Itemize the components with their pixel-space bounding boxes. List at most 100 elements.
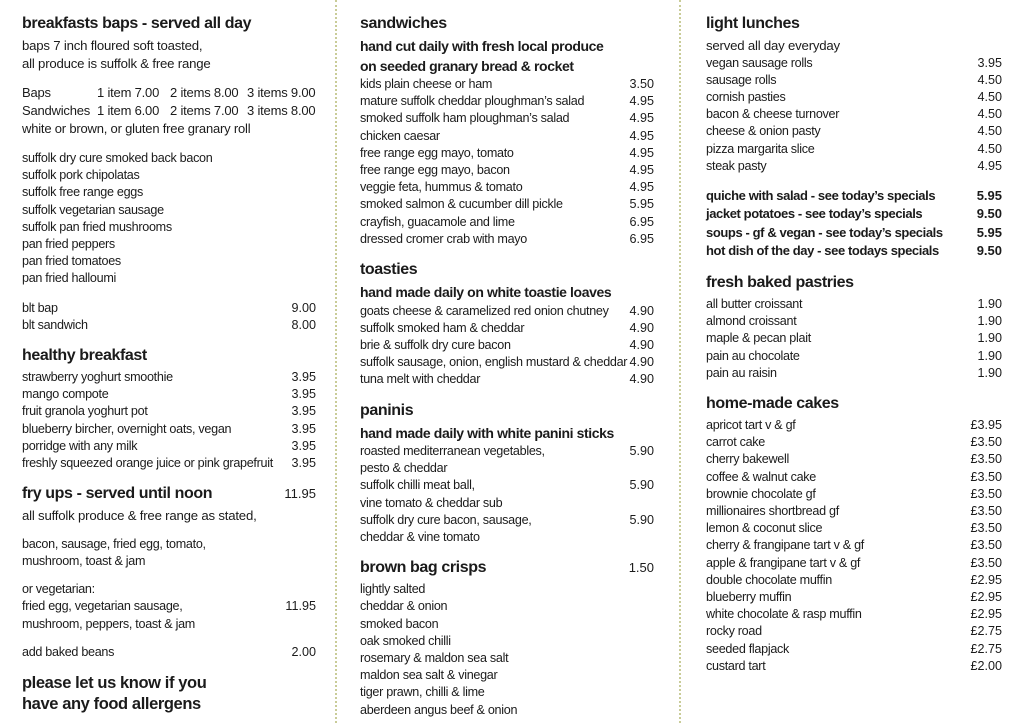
section-heading: fresh baked pastries (706, 273, 1002, 293)
item-name: soups - gf & vegan - see today’s special… (706, 224, 943, 240)
menu-item: cherry & frangipane tart v & gf £3.50 (706, 537, 1002, 554)
menu-item: kids plain cheese or ham 3.50 (360, 76, 654, 93)
section-title: paninis (360, 401, 414, 419)
item-name: coffee & walnut cake (706, 469, 816, 484)
item-name: all butter croissant (706, 296, 803, 311)
item-name: fried egg, vegetarian sausage, (22, 599, 183, 614)
menu-item: strawberry yoghurt smoothie 3.95 (22, 369, 316, 386)
item-name: mature suffolk cheddar ploughman’s salad (360, 94, 585, 109)
item-price: 5.90 (629, 512, 654, 527)
section-title-price: 11.95 (284, 486, 316, 502)
section-heading: sandwiches (360, 14, 654, 34)
menu-item: smoked suffolk ham ploughman’s salad 4.95 (360, 110, 654, 127)
menu-item: carrot cake £3.50 (706, 434, 1002, 451)
menu-item: cheese & onion pasty 4.50 (706, 123, 1002, 140)
item-name: apple & frangipane tart v & gf (706, 555, 861, 570)
item-name: rosemary & maldon sea salt (360, 651, 509, 666)
section-subtitle: on seeded granary bread & rocket (360, 57, 574, 74)
item-name: blueberry muffin (706, 589, 792, 604)
allergen-note-line: please let us know if you (22, 673, 207, 692)
item-name: suffolk smoked ham & cheddar (360, 320, 525, 335)
menu-item: freshly squeezed orange juice or pink gr… (22, 455, 316, 472)
item-name: pesto & cheddar (360, 461, 448, 476)
menu-section: brown bag crisps 1.50 lightly salted chedda… (360, 558, 654, 719)
menu-item: suffolk dry cure bacon, sausage, 5.90 (360, 512, 654, 529)
section-title: healthy breakfast (22, 347, 147, 365)
item-price: 5.95 (976, 224, 1002, 240)
menu-item: blt sandwich 8.00 (22, 317, 316, 334)
section-title: breakfasts baps - served all day (22, 15, 252, 32)
item-price: 1.90 (977, 296, 1002, 311)
item-price: £3.95 (970, 417, 1002, 432)
item-price: 5.90 (629, 444, 654, 459)
section-title: fry ups - served until noon (22, 485, 213, 503)
item-name: white chocolate & rasp muffin (706, 607, 862, 622)
item-name: roasted mediterranean vegetables, (360, 444, 545, 459)
item-name: suffolk free range eggs (22, 185, 143, 200)
menu-section: breakfasts baps - served all day baps 7 i… (22, 14, 316, 72)
section-subtitle: served all day everyday (706, 38, 840, 53)
item-price: 4.50 (977, 124, 1002, 139)
section-title: home-made cakes (706, 394, 839, 412)
menu-item: suffolk pork chipolatas (22, 167, 316, 184)
item-price: £3.50 (970, 521, 1002, 536)
menu-section: healthy breakfast strawberry yoghurt smoo… (22, 346, 316, 472)
item-price: 4.90 (629, 337, 654, 352)
menu-item: suffolk smoked ham & cheddar 4.90 (360, 320, 654, 337)
menu-item: suffolk free range eggs (22, 184, 316, 201)
menu-item: apple & frangipane tart v & gf £3.50 (706, 555, 1002, 572)
menu-item: vine tomato & cheddar sub (360, 495, 654, 512)
item-name: veggie feta, hummus & tomato (360, 180, 523, 195)
menu-section: quiche with salad - see today’s specials… (706, 187, 1002, 261)
menu-item: blueberry bircher, overnight oats, vegan… (22, 421, 316, 438)
item-name: suffolk pan fried mushrooms (22, 219, 172, 234)
item-price: 4.90 (629, 320, 654, 335)
item-price: £3.50 (970, 452, 1002, 467)
menu-item: soups - gf & vegan - see today’s special… (706, 224, 1002, 243)
menu-item: aberdeen angus beef & onion (360, 702, 654, 719)
menu-section: sandwiches hand cut daily with fresh loca… (360, 14, 654, 248)
menu-item: bacon & cheese turnover 4.50 (706, 106, 1002, 123)
section-heading: breakfasts baps - served all day (22, 14, 316, 34)
item-price: £3.50 (970, 555, 1002, 570)
menu-item: veggie feta, hummus & tomato 4.95 (360, 179, 654, 196)
section-title: sandwiches (360, 15, 447, 32)
item-name: aberdeen angus beef & onion (360, 702, 518, 717)
menu-item: suffolk vegetarian sausage (22, 202, 316, 219)
item-name: seeded flapjack (706, 641, 790, 656)
item-price: 3.50 (629, 77, 654, 91)
menu-item: blueberry muffin £2.95 (706, 589, 1002, 606)
item-price: 5.95 (976, 187, 1002, 203)
item-name: suffolk pork chipolatas (22, 168, 140, 183)
price-table-cell: 3 items 9.00 (247, 85, 316, 100)
menu-item: seeded flapjack £2.75 (706, 641, 1002, 658)
section-heading: toasties (360, 260, 654, 280)
menu-item: free range egg mayo, tomato 4.95 (360, 145, 654, 162)
item-price: 4.90 (629, 372, 654, 387)
menu-item: add baked beans 2.00 (22, 644, 316, 661)
item-price: £2.00 (970, 658, 1002, 673)
item-name: strawberry yoghurt smoothie (22, 370, 173, 385)
price-table-cell: 2 items 8.00 (170, 85, 239, 100)
item-name: add baked beans (22, 644, 115, 659)
item-price: £2.75 (970, 641, 1002, 656)
price-table-cell: Sandwiches (22, 103, 91, 118)
item-price: 4.50 (977, 89, 1002, 104)
price-table-note: white or brown, or gluten free granary r… (22, 121, 251, 136)
item-name: maldon sea salt & vinegar (360, 668, 498, 683)
section-subtitle: baps 7 inch floured soft toasted, (22, 38, 203, 53)
menu-item: steak pasty 4.95 (706, 158, 1002, 175)
item-name: sausage rolls (706, 72, 777, 87)
item-name: rocky road (706, 624, 762, 639)
item-name: mushroom, toast & jam (22, 553, 146, 568)
menu-item: suffolk pan fried mushrooms (22, 219, 316, 236)
menu-item: pan fried tomatoes (22, 253, 316, 270)
menu-item: cherry bakewell £3.50 (706, 451, 1002, 468)
menu-item: lightly salted (360, 581, 654, 598)
menu-item: pain au chocolate 1.90 (706, 348, 1002, 365)
item-price: 4.95 (629, 128, 654, 143)
item-price: £2.95 (970, 572, 1002, 587)
item-price: 4.90 (629, 303, 654, 318)
menu-section: fresh baked pastries all butter croissant… (706, 273, 1002, 382)
